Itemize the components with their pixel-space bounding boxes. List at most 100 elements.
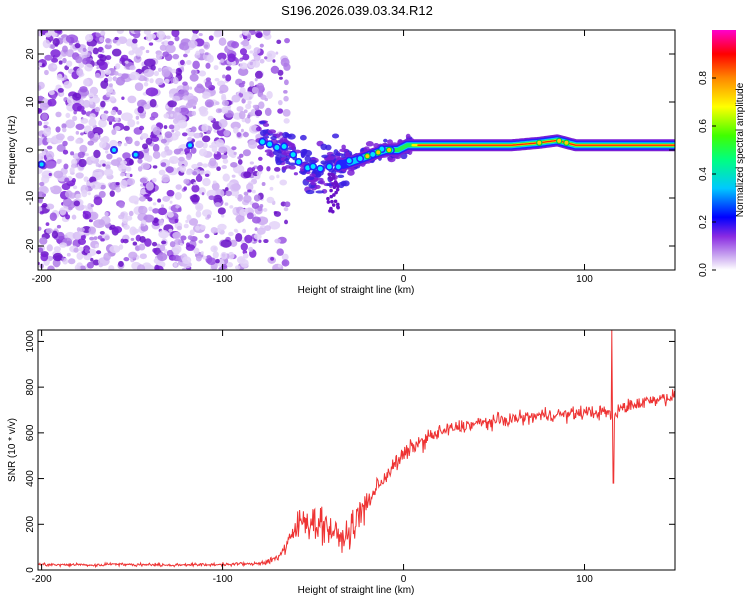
noise-blob: [109, 190, 115, 197]
noise-blob: [157, 252, 168, 262]
x-tick-label: 0: [401, 574, 407, 585]
noise-blob: [206, 54, 214, 63]
noise-blob: [208, 195, 215, 201]
track-hotspot: [294, 157, 303, 166]
noise-blob: [51, 94, 57, 100]
noise-blob: [55, 133, 65, 141]
noise-blob: [231, 41, 240, 49]
noise-blob: [281, 259, 290, 267]
noise-blob: [175, 184, 182, 190]
snr-x-axis: -200 -100 0 100: [32, 330, 593, 585]
noise-blob: [203, 41, 211, 50]
noise-blob: [175, 67, 182, 76]
noise-blob: [178, 156, 185, 162]
noise-blob: [94, 243, 100, 248]
noise-blob: [73, 247, 79, 253]
noise-blob: [114, 125, 121, 131]
noise-blob: [185, 153, 192, 161]
noise-blob: [241, 98, 246, 104]
noise-blob: [215, 108, 222, 114]
noise-blob: [148, 206, 153, 212]
noise-blob: [202, 255, 207, 260]
noise-blob: [281, 253, 289, 261]
noise-blob: [236, 132, 242, 138]
noise-blob: [263, 239, 269, 244]
noise-blob: [258, 101, 265, 109]
noise-blob: [77, 238, 86, 246]
x-tick-label: -100: [213, 274, 233, 285]
noise-hotspot: [133, 152, 138, 157]
track-blob: [341, 144, 346, 150]
track-blob: [327, 172, 332, 177]
noise-blob: [59, 91, 64, 97]
noise-blob: [162, 195, 171, 202]
noise-blob: [198, 148, 208, 157]
noise-blob: [277, 99, 283, 106]
noise-blob: [83, 176, 89, 182]
noise-blob: [204, 99, 215, 108]
noise-blob: [152, 177, 157, 183]
noise-blob: [137, 106, 144, 114]
noise-blob: [258, 239, 262, 243]
noise-hotspot: [188, 143, 193, 148]
noise-blob: [237, 159, 243, 165]
noise-blob: [251, 216, 261, 224]
noise-blob: [202, 142, 208, 149]
noise-blob: [85, 34, 94, 42]
noise-blob: [237, 67, 249, 76]
noise-blob: [115, 76, 126, 86]
noise-blob: [255, 133, 261, 140]
noise-blob: [128, 195, 140, 204]
noise-blob: [222, 173, 230, 182]
noise-blob: [117, 73, 123, 77]
noise-blob: [167, 40, 175, 46]
noise-blob: [183, 178, 190, 185]
noise-blob: [223, 129, 230, 137]
noise-blob: [206, 214, 212, 219]
noise-blob: [99, 36, 104, 43]
noise-blob: [270, 257, 275, 261]
track-band: [417, 139, 675, 146]
noise-blob: [251, 189, 256, 194]
noise-blob: [275, 51, 279, 55]
noise-blob: [251, 86, 259, 94]
track-blob: [328, 209, 332, 213]
noise-blob: [278, 76, 283, 80]
noise-blob: [87, 130, 95, 139]
track-hotspot: [385, 146, 393, 154]
noise-blob: [174, 191, 182, 200]
noise-blob: [81, 110, 87, 115]
noise-blob: [45, 227, 53, 234]
noise-blob: [171, 244, 182, 254]
noise-blob: [213, 65, 219, 71]
noise-blob: [172, 53, 180, 60]
track-hotspot: [272, 143, 281, 152]
track-hotspot: [364, 152, 371, 160]
noise-blob: [111, 48, 122, 57]
noise-blob: [99, 137, 105, 142]
x-tick-label: 100: [576, 274, 593, 285]
noise-blob: [117, 141, 122, 147]
noise-blob: [195, 202, 204, 212]
noise-blob: [171, 68, 177, 74]
noise-blob: [125, 38, 135, 47]
noise-blob: [90, 204, 94, 208]
track-blob: [284, 165, 291, 169]
noise-blob: [118, 164, 128, 173]
noise-blob: [186, 214, 192, 221]
noise-blob: [183, 186, 187, 191]
noise-blob: [87, 252, 91, 257]
noise-blob: [43, 127, 52, 137]
noise-blob: [238, 82, 245, 88]
track-blob: [336, 205, 340, 209]
noise-blob: [100, 184, 106, 190]
noise-blob: [65, 214, 71, 220]
noise-blob: [55, 126, 61, 133]
noise-blob: [240, 242, 248, 251]
noise-blob: [103, 168, 114, 177]
noise-blob: [158, 229, 170, 239]
snr-x-label: Height of straight line (km): [298, 585, 415, 596]
noise-blob: [206, 129, 211, 135]
noise-blob: [259, 204, 264, 208]
